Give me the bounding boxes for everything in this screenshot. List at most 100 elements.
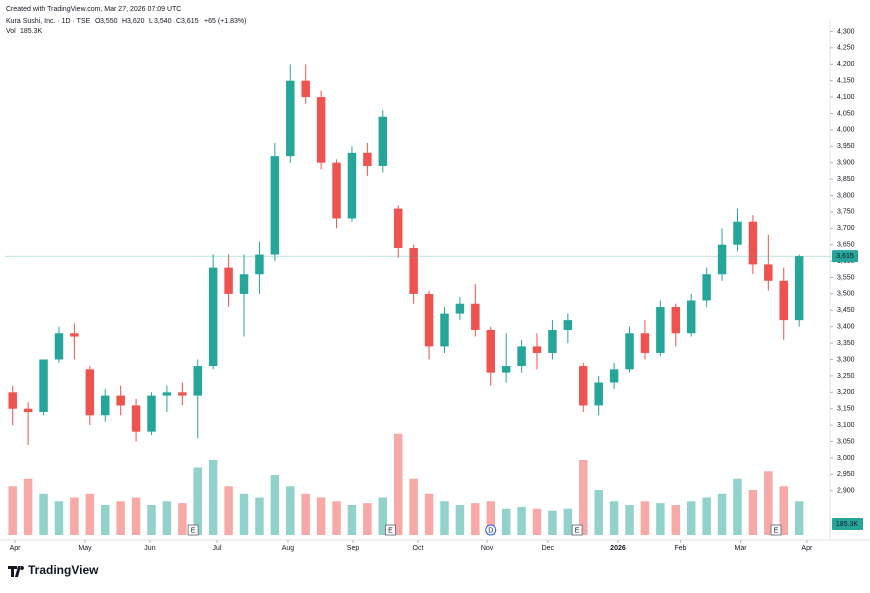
y-tick-label: 3,000 [837,455,855,462]
candle-body [347,152,357,219]
x-tick-label: Sep [347,545,360,552]
candle-body [23,408,33,412]
candle-body [748,221,758,265]
y-tick-label: 3,550 [837,274,855,281]
volume-bar [301,493,310,535]
volume-bar [270,475,280,535]
candle-body [656,307,665,353]
candle-body [717,244,727,275]
x-tick-label: Jul [213,545,222,552]
volume-bar [208,460,218,535]
volume-bar [116,501,125,535]
candle-body [517,346,526,367]
ohlc-key: O [95,18,101,25]
y-tick-label: 3,500 [837,291,855,298]
candle-body [393,208,403,248]
last-volume-label: 185.3K [836,521,859,528]
dividend-marker [485,524,497,536]
candle-body [301,80,310,98]
volume-bar [393,433,403,535]
volume-bar [717,493,727,535]
candle-body [378,116,388,166]
volume-bar [255,497,264,535]
candle-body [686,300,696,334]
y-tick-label: 3,200 [837,389,855,396]
brand-logo [8,566,25,577]
y-tick-label: 3,250 [837,373,855,380]
ohlc-value: 3,615 [181,18,199,25]
volume-bar [347,505,357,535]
candle-body [85,369,95,416]
volume-bar [286,486,295,535]
volume-bar [239,493,249,535]
ohlc-key: L [149,18,153,25]
volume-bar [640,501,650,535]
volume-bar [440,501,449,535]
volume-bar [779,486,788,535]
volume-bar [363,503,372,535]
y-tick-label: 4,150 [837,78,855,85]
volume-bar [656,503,665,535]
volume-bar [609,501,619,535]
volume-bar [54,501,64,535]
candle-body [609,369,619,383]
candle-body [363,152,372,166]
candle-body [54,333,64,360]
candle-body [794,256,804,321]
candle-body [147,395,156,432]
candle-body [440,313,449,347]
event-label: E [774,527,779,534]
volume-bar [764,471,773,535]
event-label: D [488,527,493,534]
event-label: E [388,527,393,534]
candle-body [131,405,141,432]
candle-body [8,392,17,409]
volume-bar [686,501,696,535]
candle-body [471,303,480,330]
volume-value: 185.3K [20,28,43,35]
volume-bar [70,497,79,535]
volume-bar [501,508,511,535]
y-tick-label: 4,050 [837,110,855,117]
last-price-label: 3,615 [836,253,854,260]
y-tick-label: 3,750 [837,209,855,216]
candle-body [239,274,249,294]
volume-bar [85,493,95,535]
y-tick-label: 3,700 [837,225,855,232]
volume-bar [671,505,681,535]
y-tick-label: 3,350 [837,340,855,347]
volume-key: Vol [6,28,16,35]
legend: Kura Sushi, Inc. · 1D · TSE O 3,550 H 3,620 L… [6,18,246,35]
ohlc-value: 3,550 [100,18,118,25]
volume-bar [548,510,557,535]
candle-body [501,366,511,373]
candle-body [409,247,418,294]
candle-body [178,392,187,396]
candle-body [193,366,202,396]
event-label: E [575,527,580,534]
ohlc-key: C [176,18,181,25]
candle-body [486,329,495,373]
event-label: E [191,527,196,534]
candle-body [162,392,172,396]
volume-bar [8,486,17,535]
y-tick-label: 3,050 [837,438,855,445]
x-tick-label: May [78,545,92,552]
x-tick-label: Aug [282,545,295,552]
x-tick-label: 2026 [610,545,626,552]
volume-bar [100,505,110,535]
brand: TradingView [8,563,99,577]
brand-name: TradingView [28,563,99,577]
volume-bar [39,493,48,535]
x-tick-label: Apr [801,545,813,552]
volume-bar [409,478,418,535]
volume-bar [563,508,573,535]
x-tick-label: Feb [674,545,686,552]
earnings-marker [571,524,583,536]
y-tick-label: 4,000 [837,127,855,134]
volume-bar [424,493,434,535]
ohlc-value: 3,540 [154,18,172,25]
ohlc-key: H [122,18,127,25]
x-tick-label: Dec [542,545,555,552]
